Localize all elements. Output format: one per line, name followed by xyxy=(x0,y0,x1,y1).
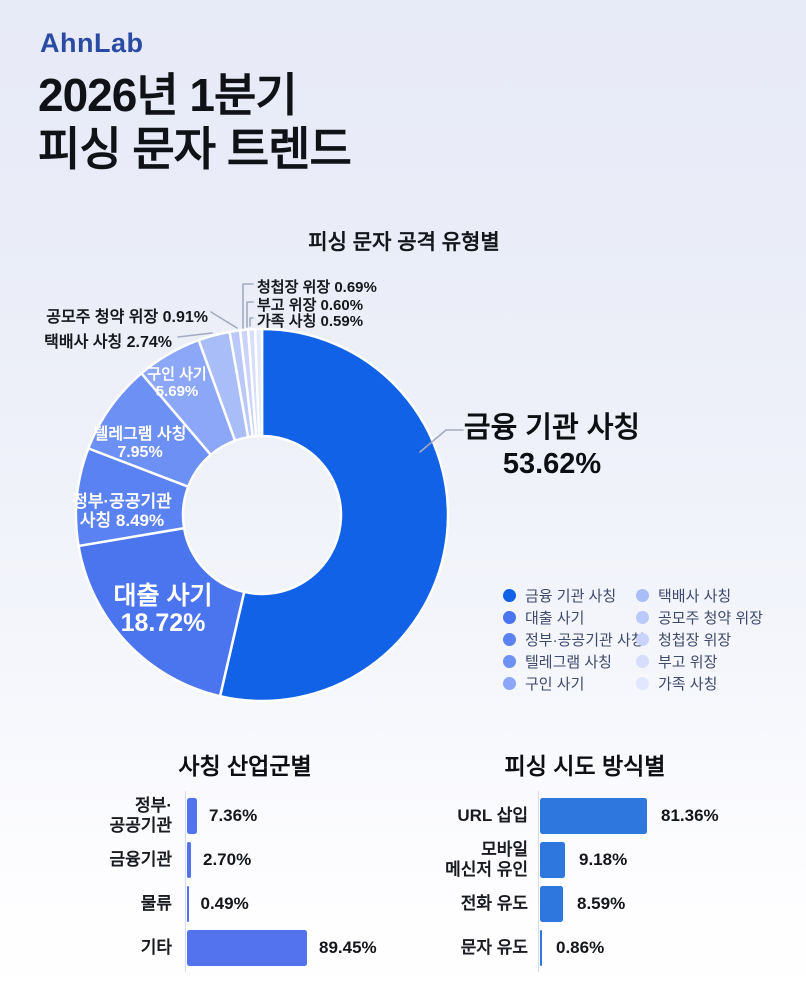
page-title-line2: 피싱 문자 트렌드 xyxy=(38,123,352,175)
legend-dot-icon xyxy=(503,676,516,690)
donut-slice-9 xyxy=(253,327,264,438)
bar-category-label: 정부· 공공기관 xyxy=(109,795,172,835)
legend-dot-icon xyxy=(503,654,516,668)
legend-dot-icon xyxy=(503,589,516,603)
bar-category-label: 전화 유도 xyxy=(460,893,528,913)
slice-label-job-scam: 구인 사기 5.69% xyxy=(147,366,207,400)
legend-dot-icon xyxy=(636,589,649,603)
bar-category-label: 금융기관 xyxy=(109,849,172,869)
legend-item: 부고 위장 xyxy=(636,650,763,672)
legend-item: 가족 사칭 xyxy=(636,672,763,694)
bar-value-label: 7.36% xyxy=(209,805,258,825)
bar-category-label: 물류 xyxy=(140,893,172,913)
slice-label-government: 정부·공공기관 사칭 8.49% xyxy=(72,492,172,530)
bar-category-label: 문자 유도 xyxy=(460,937,528,957)
legend-label: 가족 사칭 xyxy=(658,675,718,693)
callout-family: 가족 사칭 0.59% xyxy=(257,313,364,330)
bar-value-label: 9.18% xyxy=(579,849,628,869)
bar-value-label: 2.70% xyxy=(203,849,252,869)
legend-label: 대출 사기 xyxy=(525,610,585,628)
bar xyxy=(540,797,647,834)
bar xyxy=(187,841,191,878)
bar-category-label: 기타 xyxy=(140,937,172,957)
bar xyxy=(540,841,565,878)
callout-wedding: 청첩장 위장 0.69% xyxy=(257,279,377,296)
callout-line-1 xyxy=(177,332,213,338)
bar-value-label: 89.45% xyxy=(319,937,377,957)
callout-line-0 xyxy=(419,429,464,453)
legend-item: 청첩장 위장 xyxy=(636,629,763,651)
bar-category-label: 모바일 메신저 유인 xyxy=(445,839,528,879)
legend-item: 텔레그램 사칭 xyxy=(503,650,645,672)
legend-dot-icon xyxy=(503,632,516,646)
callout-line-2 xyxy=(210,311,238,329)
donut-slice-1 xyxy=(77,526,246,698)
bar xyxy=(187,929,307,966)
callout-obituary: 부고 위장 0.60% xyxy=(257,297,364,314)
legend-label: 청첩장 위장 xyxy=(658,631,732,649)
callout-line-3 xyxy=(242,283,254,329)
page-title: 2026년 1분기 피싱 문자 트렌드 xyxy=(38,68,352,176)
bar xyxy=(540,885,563,922)
bar xyxy=(187,797,197,834)
donut-chart-title: 피싱 문자 공격 유형별 xyxy=(308,231,500,254)
donut-slice-0 xyxy=(218,327,450,703)
legend-label: 공모주 청약 위장 xyxy=(658,610,763,628)
bar-value-label: 0.86% xyxy=(556,937,605,957)
legend-dot-icon xyxy=(636,654,649,668)
right-bar-chart-title: 피싱 시도 방식별 xyxy=(504,753,666,779)
left-bar-chart-title: 사칭 산업군별 xyxy=(178,753,312,779)
bar xyxy=(187,885,189,922)
callout-ipo: 공모주 청약 위장 0.91% xyxy=(46,309,208,326)
legend-label: 금융 기관 사칭 xyxy=(525,588,617,606)
slice-label-telegram: 텔레그램 사칭 7.95% xyxy=(93,426,187,461)
page-title-line1: 2026년 1분기 xyxy=(38,69,298,121)
legend-item: 정부·공공기관 사칭 xyxy=(503,629,645,651)
legend-label: 텔레그램 사칭 xyxy=(525,653,612,671)
callout-financial: 금융 기관 사칭 53.62% xyxy=(463,412,641,480)
bar-value-label: 81.36% xyxy=(661,805,719,825)
legend-item: 공모주 청약 위장 xyxy=(636,607,763,629)
legend-dot-icon xyxy=(636,676,649,690)
bar-value-label: 0.49% xyxy=(200,893,249,913)
bar-chart-axis xyxy=(185,791,186,972)
legend-dot-icon xyxy=(636,611,649,625)
legend-label: 택배사 사칭 xyxy=(658,588,732,606)
callout-delivery: 택배사 사칭 2.74% xyxy=(44,334,172,351)
legend-item: 택배사 사칭 xyxy=(636,585,763,607)
legend-label: 정부·공공기관 사칭 xyxy=(525,631,645,649)
legend-item: 금융 기관 사칭 xyxy=(503,585,645,607)
legend-dot-icon xyxy=(636,632,649,646)
callout-line-5 xyxy=(249,317,254,327)
legend-item: 대출 사기 xyxy=(503,607,645,629)
ahnlab-logo: AhnLab xyxy=(40,28,144,58)
legend-item: 구인 사기 xyxy=(503,672,645,694)
callout-line-4 xyxy=(246,301,254,328)
legend-label: 구인 사기 xyxy=(525,675,585,693)
bar-category-label: URL 삽입 xyxy=(457,805,528,825)
bar-chart-axis xyxy=(538,791,539,972)
donut-chart xyxy=(74,283,464,703)
legend-dot-icon xyxy=(503,611,516,625)
slice-label-loan: 대출 사기 18.72% xyxy=(113,582,213,637)
legend-label: 부고 위장 xyxy=(658,653,718,671)
bar-value-label: 8.59% xyxy=(577,893,626,913)
bar xyxy=(540,929,542,966)
